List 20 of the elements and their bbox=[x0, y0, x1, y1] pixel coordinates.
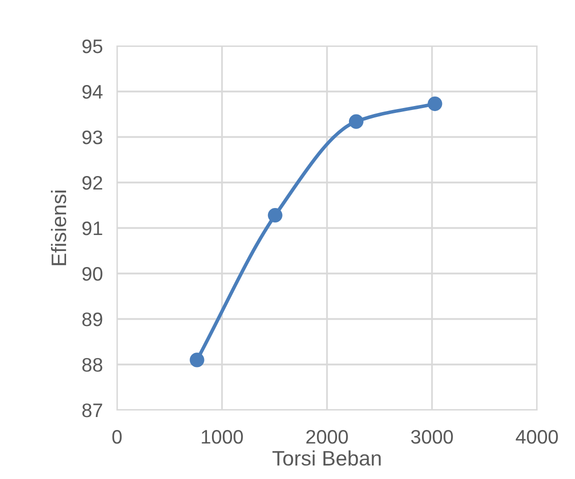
y-tick-label: 87 bbox=[82, 403, 102, 418]
x-tick-label: 4000 bbox=[516, 430, 558, 444]
x-axis-title: Torsi Beban bbox=[272, 450, 381, 466]
y-tick-label: 90 bbox=[82, 266, 102, 281]
y-tick-label: 88 bbox=[82, 358, 102, 372]
y-tick-label: 95 bbox=[82, 39, 102, 54]
x-tick-label: 3000 bbox=[411, 430, 453, 444]
x-tick-label: 1000 bbox=[202, 430, 243, 444]
x-tick-label: 2000 bbox=[306, 430, 348, 444]
y-tick-label: 94 bbox=[82, 84, 103, 99]
x-tick-label: 0 bbox=[112, 430, 122, 444]
y-axis-title: Efisiensi bbox=[50, 190, 66, 266]
y-tick-label: 92 bbox=[82, 176, 102, 190]
y-tick-label: 93 bbox=[82, 130, 102, 144]
point bbox=[268, 208, 282, 223]
point bbox=[428, 96, 442, 112]
point bbox=[348, 114, 364, 129]
y-tick-label: 89 bbox=[82, 312, 102, 326]
y-tick-label: 91 bbox=[82, 221, 102, 236]
point bbox=[190, 352, 204, 368]
